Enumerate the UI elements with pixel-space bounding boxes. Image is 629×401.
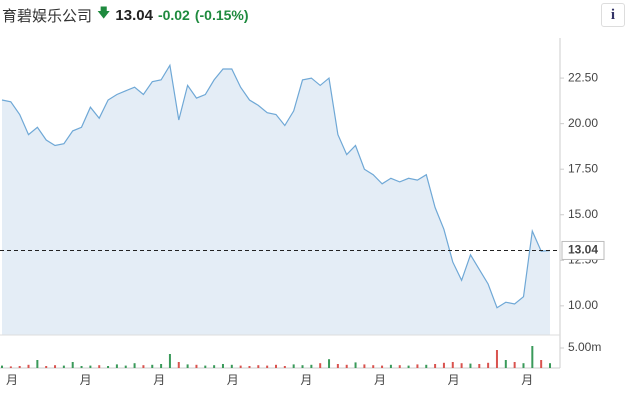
volume-bar bbox=[71, 362, 74, 368]
volume-bar bbox=[1, 365, 3, 368]
volume-bar bbox=[434, 364, 437, 368]
volume-bar bbox=[80, 366, 83, 368]
volume-bar bbox=[133, 363, 136, 368]
vol-tick-label: 5.00m bbox=[568, 340, 601, 354]
volume-bar bbox=[151, 364, 154, 368]
y-tick-label: 20.00 bbox=[568, 116, 598, 130]
price-line bbox=[1, 63, 551, 309]
x-tick-label: 月 bbox=[227, 373, 239, 387]
current-price-label: 13.04 bbox=[568, 243, 598, 257]
volume-bar bbox=[45, 366, 48, 368]
x-tick-label: 月 bbox=[6, 373, 18, 387]
volume-bar bbox=[257, 365, 260, 368]
x-tick-label: 月 bbox=[80, 373, 92, 387]
y-tick-label: 15.00 bbox=[568, 207, 598, 221]
volume-bar bbox=[522, 363, 525, 368]
x-tick-label: 月 bbox=[374, 373, 386, 387]
volume-bar bbox=[54, 365, 57, 368]
x-tick-label: 月 bbox=[153, 373, 165, 387]
volume-bar bbox=[27, 364, 30, 368]
volume-bar bbox=[540, 360, 543, 368]
volume-bar bbox=[460, 363, 463, 368]
volume-bar bbox=[239, 365, 242, 368]
volume-bar bbox=[549, 363, 551, 368]
volume-bar bbox=[221, 364, 224, 368]
volume-bar bbox=[336, 364, 339, 368]
volume-bar bbox=[160, 364, 163, 368]
info-button[interactable]: i bbox=[601, 3, 625, 27]
y-tick-label: 17.50 bbox=[568, 161, 598, 175]
volume-bar bbox=[275, 364, 277, 368]
volume-bar bbox=[248, 366, 251, 368]
volume-bar bbox=[451, 362, 454, 368]
volume-bar bbox=[36, 360, 39, 368]
volume-bar bbox=[204, 365, 207, 368]
volume-bar bbox=[363, 364, 366, 368]
volume-bar bbox=[230, 364, 233, 368]
stock-name: 育碧娱乐公司 bbox=[2, 7, 93, 25]
price-area bbox=[2, 65, 550, 336]
volume-bar bbox=[407, 365, 410, 368]
volume-bar bbox=[177, 362, 180, 368]
volume-bar bbox=[345, 364, 348, 368]
volume-bar bbox=[381, 365, 384, 368]
volume-bar bbox=[186, 364, 189, 368]
volume-bar bbox=[328, 359, 331, 368]
volume-bar bbox=[478, 364, 481, 368]
volume-bar bbox=[495, 350, 498, 368]
current-price-box bbox=[561, 240, 605, 260]
volume-bar bbox=[18, 366, 21, 368]
volume-bar bbox=[266, 365, 269, 368]
x-tick-label: 月 bbox=[300, 373, 312, 387]
volume-bar bbox=[292, 364, 295, 368]
volume-bar bbox=[531, 346, 534, 368]
volume-bar bbox=[416, 364, 419, 368]
volume-bar bbox=[442, 362, 445, 368]
volume-bar bbox=[89, 365, 92, 368]
down-arrow: 🡇 bbox=[97, 5, 111, 20]
volume-bar bbox=[310, 364, 313, 368]
x-tick-label: 月 bbox=[448, 373, 460, 387]
volume-bar bbox=[389, 364, 392, 368]
volume-bar bbox=[487, 362, 490, 368]
volume-bar bbox=[62, 365, 65, 368]
volume-bar bbox=[469, 363, 472, 368]
volume-bar bbox=[513, 362, 516, 368]
volume-bar bbox=[354, 362, 357, 368]
x-tick-label: 月 bbox=[521, 373, 533, 387]
volume-bar bbox=[319, 363, 322, 368]
volume-bar bbox=[142, 365, 145, 368]
volume-bar bbox=[372, 365, 375, 368]
change-pct: (-0.15%) bbox=[194, 7, 249, 23]
volume-bar bbox=[213, 365, 216, 368]
change: -0.02 bbox=[157, 7, 190, 23]
volume-bar bbox=[398, 365, 401, 368]
volume-bar bbox=[504, 360, 507, 368]
price: 13.04 bbox=[115, 6, 153, 24]
volume-bar bbox=[301, 365, 304, 368]
y-tick-label: 10.00 bbox=[568, 298, 598, 312]
volume-bar bbox=[115, 364, 118, 368]
header: 育碧娱乐公司 🡇 13.04 -0.02 (-0.15%) bbox=[2, 4, 249, 26]
volume-bar bbox=[168, 354, 171, 368]
volume-bar bbox=[124, 365, 127, 368]
volume-bar bbox=[9, 366, 12, 368]
volume-bar bbox=[195, 364, 198, 368]
volume-bar bbox=[98, 365, 101, 368]
volume-bar bbox=[107, 366, 110, 368]
volume-bar bbox=[425, 364, 428, 368]
volume-bar bbox=[283, 366, 286, 368]
y-tick-label: 22.50 bbox=[568, 70, 598, 84]
